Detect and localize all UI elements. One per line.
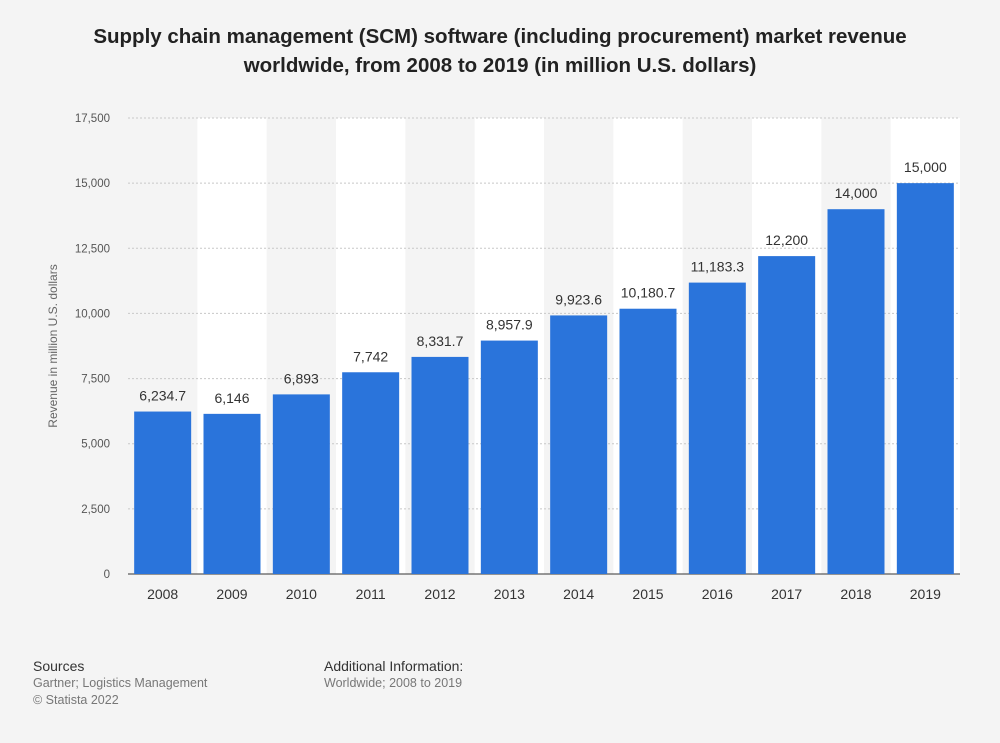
- bar: [342, 372, 400, 574]
- data-label: 6,893: [284, 370, 319, 386]
- y-tick-label: 10,000: [75, 308, 110, 320]
- data-label: 6,146: [214, 390, 249, 406]
- bar: [896, 183, 954, 574]
- bar: [550, 315, 608, 574]
- y-tick-label: 12,500: [75, 243, 110, 255]
- x-tick-label: 2014: [563, 586, 594, 602]
- data-label: 15,000: [904, 159, 947, 175]
- y-tick-label: 0: [104, 569, 110, 581]
- y-tick-label: 2,500: [81, 504, 110, 516]
- data-label: 8,331.7: [417, 333, 464, 349]
- data-label: 6,234.7: [139, 388, 186, 404]
- bar: [688, 282, 746, 574]
- bar: [827, 209, 885, 574]
- x-tick-label: 2013: [494, 586, 525, 602]
- y-tick-label: 7,500: [81, 374, 110, 386]
- y-tick-label: 17,500: [75, 113, 110, 125]
- chart-title: Supply chain management (SCM) software (…: [93, 25, 907, 77]
- data-label: 8,957.9: [486, 317, 533, 333]
- additional-info-text: Worldwide; 2008 to 2019: [324, 676, 463, 690]
- x-tick-label: 2012: [424, 586, 455, 602]
- sources-heading: Sources: [33, 658, 85, 674]
- bar: [758, 256, 816, 574]
- data-label: 10,180.7: [621, 285, 676, 301]
- x-tick-label: 2011: [356, 586, 386, 602]
- data-label: 14,000: [835, 185, 878, 201]
- bar: [134, 411, 192, 574]
- data-label: 7,742: [353, 348, 388, 364]
- x-tick-label: 2018: [840, 586, 871, 602]
- bar: [272, 394, 330, 574]
- x-tick-label: 2019: [910, 586, 941, 602]
- additional-info-block: Additional Information: Worldwide; 2008 …: [324, 658, 463, 692]
- data-label: 11,183.3: [691, 259, 745, 275]
- bar: [480, 340, 538, 574]
- bar: [203, 413, 261, 574]
- bar: [411, 356, 469, 574]
- additional-info-heading: Additional Information:: [324, 658, 464, 674]
- x-tick-label: 2009: [216, 586, 247, 602]
- bar: [619, 308, 677, 574]
- x-tick-label: 2017: [771, 586, 802, 602]
- x-tick-label: 2016: [702, 586, 733, 602]
- y-axis-title: Revenue in million U.S. dollars: [46, 264, 60, 427]
- x-tick-label: 2015: [632, 586, 663, 602]
- y-tick-label: 15,000: [75, 178, 110, 190]
- y-tick-label: 5,000: [81, 439, 110, 451]
- sources-text[interactable]: Gartner; Logistics Management: [33, 676, 208, 690]
- x-tick-label: 2008: [147, 586, 178, 602]
- data-label: 12,200: [765, 232, 808, 248]
- sources-block: Sources Gartner; Logistics Management © …: [33, 658, 207, 709]
- data-label: 9,923.6: [555, 291, 602, 307]
- copyright-text: © Statista 2022: [33, 693, 119, 707]
- x-tick-label: 2010: [286, 586, 317, 602]
